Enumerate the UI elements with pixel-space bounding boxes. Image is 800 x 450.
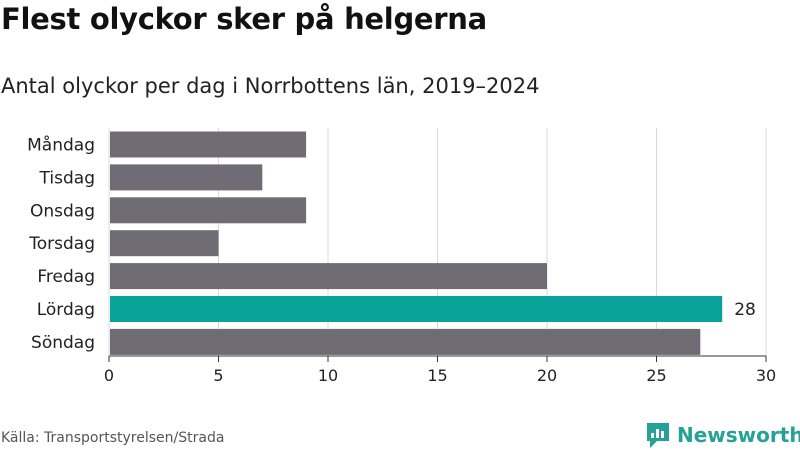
bar-onsdag: [110, 197, 307, 224]
x-tick-label: 5: [213, 366, 223, 385]
chart-title: Flest olyckor sker på helgerna: [1, 2, 487, 36]
x-tick-label: 30: [756, 366, 776, 385]
category-labels: Måndag Tisdag Onsdag Torsdag Fredag Lördag 28 S…: [27, 135, 756, 353]
source-note: Källa: Transportstyrelsen/Strada: [1, 430, 225, 446]
newsworthy-logo-icon: [647, 423, 669, 448]
x-axis: 0 5 10 15 20 25 30: [104, 355, 776, 385]
chart-subtitle: Antal olyckor per dag i Norrbottens län,…: [1, 74, 540, 98]
bar-lördag: [110, 296, 723, 322]
x-tick-label: 0: [104, 366, 114, 385]
data-label: 28: [734, 300, 756, 320]
category-label: Måndag: [27, 135, 95, 156]
bar-torsdag: [110, 230, 219, 257]
category-label: Torsdag: [28, 234, 95, 254]
newsworthy-logo: Newsworthy: [645, 421, 800, 449]
bars: [110, 131, 723, 355]
bar-fredag: [110, 263, 547, 290]
category-label: Fredag: [37, 267, 95, 287]
x-tick-label: 25: [646, 366, 666, 385]
x-tick-label: 15: [427, 366, 447, 385]
bar-söndag: [110, 328, 701, 355]
category-label: Söndag: [31, 333, 95, 353]
x-tick-label: 10: [318, 366, 338, 385]
brand-name: Newsworthy: [677, 423, 800, 447]
category-label: Tisdag: [39, 168, 95, 188]
category-label: Lördag: [37, 300, 95, 320]
bar-chart: Måndag Tisdag Onsdag Torsdag Fredag Lördag 28 S…: [27, 128, 776, 385]
x-tick-label: 20: [537, 366, 557, 385]
bar-måndag: [110, 131, 307, 158]
bar-tisdag: [110, 164, 263, 191]
category-label: Onsdag: [30, 201, 95, 221]
